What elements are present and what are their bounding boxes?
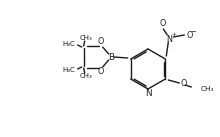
Text: +: + [171, 32, 176, 38]
Text: O: O [159, 18, 165, 28]
Text: O: O [186, 31, 192, 39]
Text: N: N [145, 89, 151, 99]
Text: H₃C: H₃C [62, 67, 75, 73]
Text: O: O [97, 38, 104, 46]
Text: CH₃: CH₃ [200, 86, 214, 92]
Text: H₃C: H₃C [62, 41, 75, 47]
Text: O: O [180, 79, 187, 89]
Text: −: − [191, 29, 196, 35]
Text: O: O [97, 68, 104, 76]
Text: B: B [108, 52, 114, 62]
Text: CH₃: CH₃ [79, 35, 92, 41]
Text: N: N [166, 35, 172, 44]
Text: CH₃: CH₃ [79, 73, 92, 79]
